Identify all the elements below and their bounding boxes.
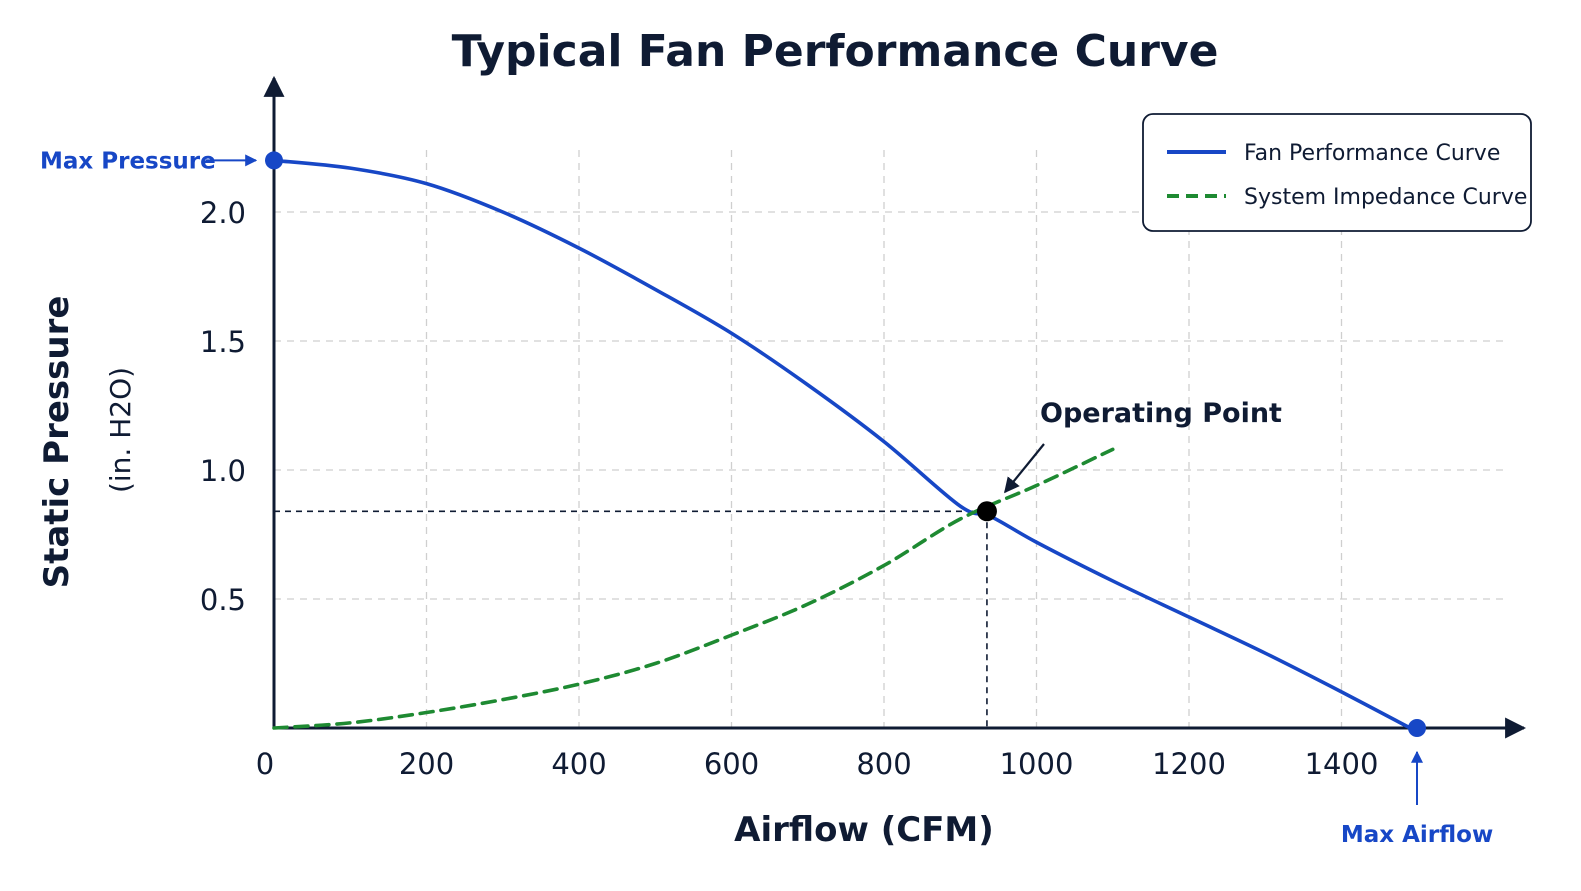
y-tick-label: 1.0 bbox=[200, 454, 246, 488]
y-tick-label: 2.0 bbox=[200, 196, 246, 230]
x-tick-label: 1200 bbox=[1152, 747, 1226, 781]
legend-label-fan: Fan Performance Curve bbox=[1244, 141, 1500, 166]
x-axis-ticks: 0 200 400 600 800 1000 1200 1400 bbox=[256, 747, 1379, 781]
x-tick-label: 600 bbox=[704, 747, 759, 781]
max-pressure-point bbox=[265, 151, 283, 170]
operating-point-label: Operating Point bbox=[1040, 398, 1282, 429]
y-axis-ticks: 0.5 1.0 1.5 2.0 bbox=[200, 196, 246, 617]
annotations: Max Pressure Max Airflow Operating Point bbox=[40, 148, 1493, 848]
x-tick-label: 400 bbox=[551, 747, 606, 781]
chart-title: Typical Fan Performance Curve bbox=[452, 26, 1219, 77]
max-airflow-label: Max Airflow bbox=[1341, 822, 1493, 848]
y-tick-label: 1.5 bbox=[200, 325, 246, 359]
series-line-fan-performance bbox=[272, 158, 1412, 730]
y-tick-label: 0.5 bbox=[200, 583, 246, 617]
y-axis-unit-label: (in. H2O) bbox=[104, 367, 137, 493]
x-tick-label: 1000 bbox=[1000, 747, 1074, 781]
y-axis-label: Static Pressure bbox=[37, 296, 77, 589]
operating-point-arrow bbox=[1004, 443, 1045, 494]
x-tick-label: 1400 bbox=[1305, 747, 1379, 781]
max-airflow-point bbox=[1408, 719, 1426, 737]
operating-point-marker bbox=[976, 501, 997, 522]
legend: Fan Performance Curve System Impedance C… bbox=[1142, 113, 1532, 232]
grid bbox=[274, 150, 1505, 728]
series-line-system-impedance bbox=[272, 447, 1115, 730]
x-tick-label: 800 bbox=[856, 747, 911, 781]
x-tick-label: 200 bbox=[399, 747, 454, 781]
x-axis-label: Airflow (CFM) bbox=[734, 810, 994, 850]
max-pressure-label: Max Pressure bbox=[40, 148, 216, 174]
x-tick-label: 0 bbox=[256, 747, 274, 781]
legend-box bbox=[1142, 113, 1532, 232]
operating-point-guides bbox=[274, 510, 988, 728]
legend-label-system: System Impedance Curve bbox=[1244, 185, 1527, 210]
series-group bbox=[272, 158, 1412, 730]
